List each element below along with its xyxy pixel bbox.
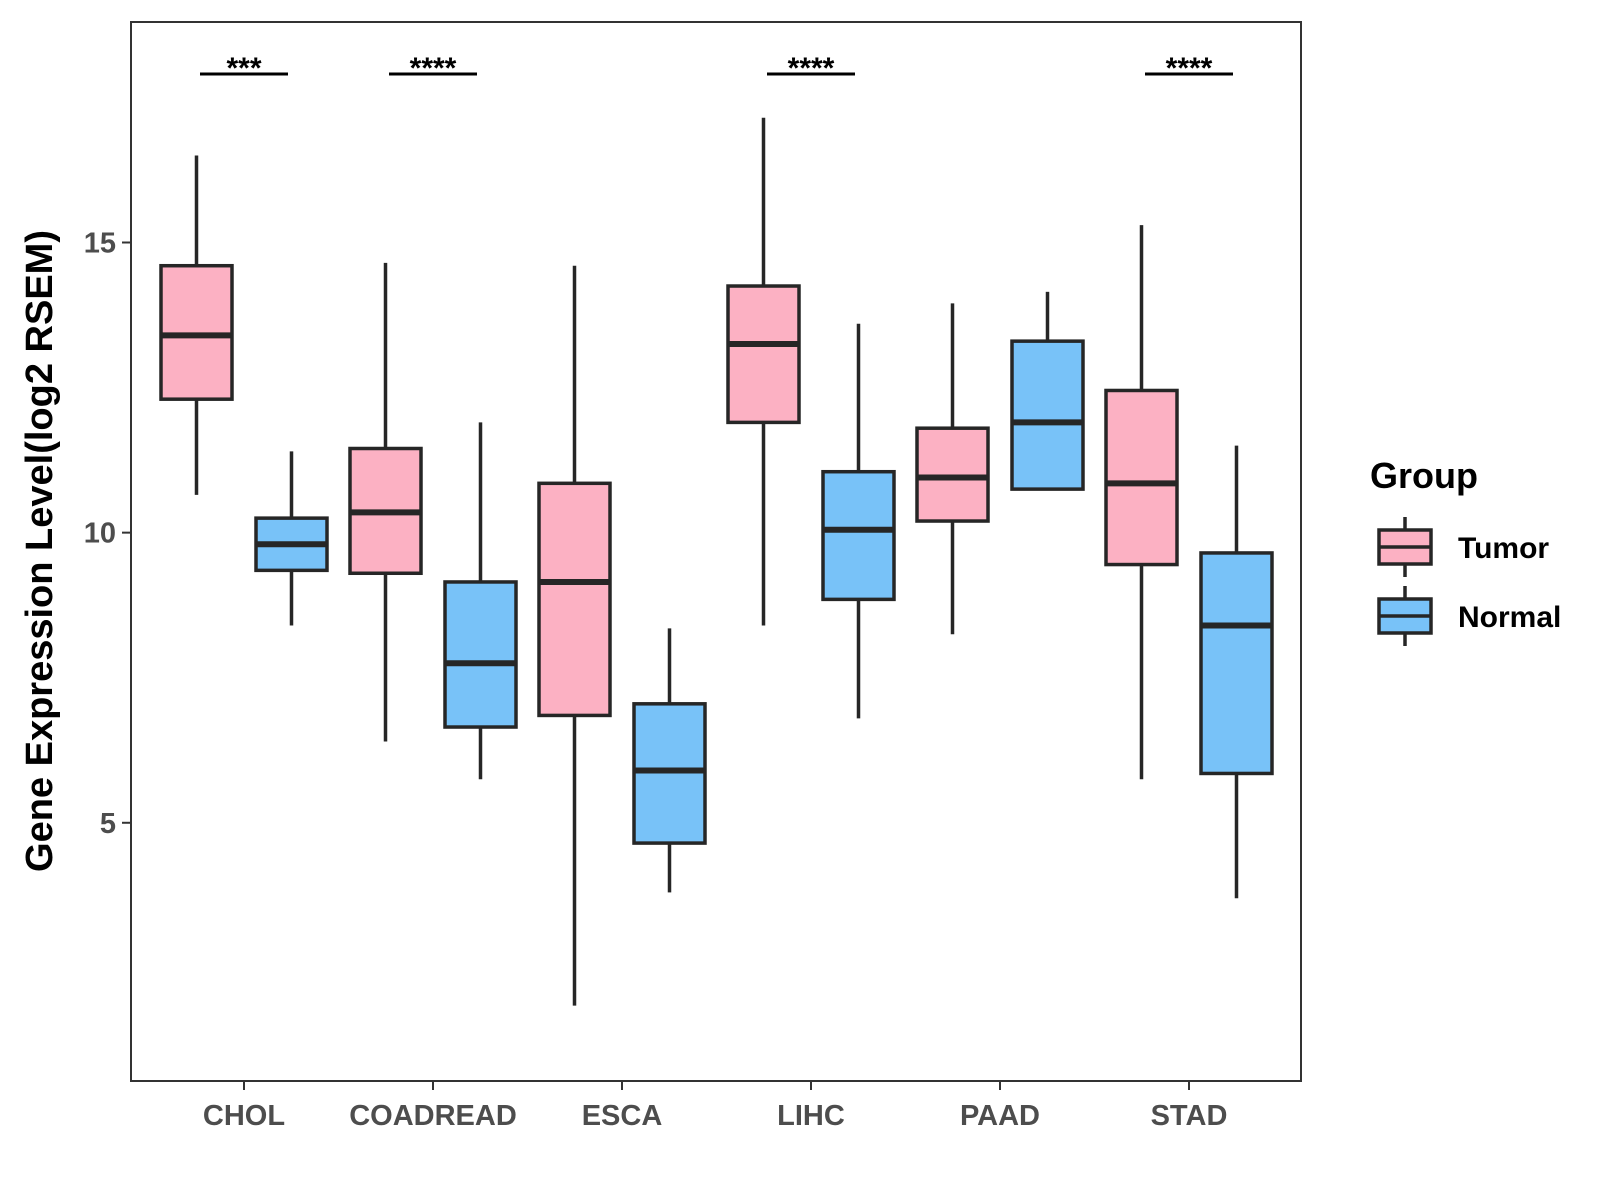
box-normal-paad (1010, 291, 1085, 491)
y-axis: 5 10 15 (84, 228, 131, 840)
box-iqr (821, 469, 896, 602)
legend-key-normal: Normal (1377, 586, 1561, 646)
box-iqr (726, 284, 801, 425)
legend-title: Group (1370, 455, 1478, 496)
x-tick-label: ESCA (582, 1100, 663, 1132)
x-tick-label: COADREAD (349, 1100, 517, 1132)
box-iqr (1199, 551, 1274, 776)
box-tumor-stad (1104, 225, 1179, 780)
legend: Group Tumor Normal (1370, 455, 1561, 646)
plot-panel-border (130, 21, 1302, 1082)
significance-label: *** (226, 52, 261, 85)
legend-label: Tumor (1458, 532, 1549, 565)
significance-label: **** (410, 52, 457, 85)
box-normal-coadread (443, 422, 518, 780)
significance-label: **** (788, 52, 835, 85)
box-tumor-paad (915, 303, 990, 635)
y-tick-label: 5 (100, 808, 116, 840)
box-tumor-lihc (726, 117, 801, 626)
box-iqr (1010, 339, 1085, 491)
box-iqr (443, 580, 518, 729)
y-tick-label: 15 (84, 228, 116, 260)
box-tumor-esca (537, 265, 612, 1006)
box-normal-esca (632, 628, 707, 893)
box-tumor-coadread (348, 262, 423, 742)
legend-label: Normal (1458, 601, 1561, 634)
significance-label: **** (1166, 52, 1213, 85)
box-normal-stad (1199, 445, 1274, 899)
x-tick-label: STAD (1151, 1100, 1228, 1132)
box-iqr (537, 481, 612, 718)
significance-layer: *** **** **** **** (200, 52, 1233, 85)
box-iqr (1104, 388, 1179, 567)
y-tick-label: 10 (84, 518, 116, 550)
x-axis: CHOL COADREAD ESCA LIHC PAAD STAD (203, 1081, 1227, 1132)
x-tick-label: LIHC (777, 1100, 845, 1132)
x-tick-label: PAAD (960, 1100, 1040, 1132)
legend-key-tumor: Tumor (1377, 517, 1549, 577)
box-tumor-chol (159, 155, 234, 495)
legend-keys: Tumor Normal (1377, 517, 1561, 646)
x-tick-label: CHOL (203, 1100, 285, 1132)
box-normal-lihc (821, 323, 896, 719)
box-normal-chol (254, 451, 329, 626)
y-axis-title: Gene Expression Level(log2 RSEM) (19, 230, 61, 872)
boxes-layer (159, 117, 1274, 1006)
